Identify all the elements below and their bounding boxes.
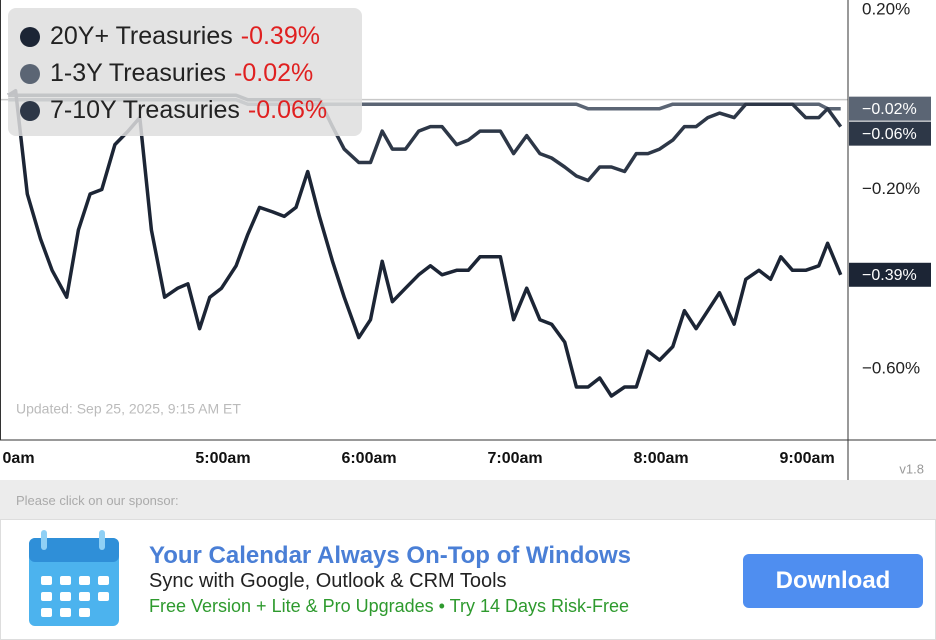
end-label: −0.39% bbox=[862, 267, 917, 284]
legend-dot bbox=[20, 64, 40, 84]
x-tick-label: 9:00am bbox=[780, 450, 835, 467]
end-label: −0.02% bbox=[862, 101, 917, 118]
x-tick-label: 7:00am bbox=[487, 450, 542, 467]
legend-dot bbox=[20, 27, 40, 47]
legend-name: 20Y+ Treasuries bbox=[50, 22, 233, 50]
legend-change: -0.39% bbox=[241, 22, 320, 50]
ad-line: Sync with Google, Outlook & CRM Tools bbox=[149, 570, 507, 592]
legend-change: -0.06% bbox=[248, 96, 327, 124]
legend-box bbox=[8, 8, 362, 136]
calendar-icon bbox=[29, 530, 119, 626]
y-tick-label: −0.60% bbox=[862, 359, 920, 378]
legend: 20Y+ Treasuries -0.39% 1-3Y Treasuries -0.0… bbox=[8, 8, 362, 136]
legend-name: 1-3Y Treasuries bbox=[50, 59, 226, 87]
ad-title[interactable]: Your Calendar Always On-Top of Windows bbox=[149, 542, 632, 569]
x-tick-label: 6:00am bbox=[341, 450, 396, 467]
end-label-bg bbox=[849, 262, 931, 287]
sponsor-ad[interactable]: Your Calendar Always On-Top of Windows S… bbox=[0, 519, 936, 640]
version: v1.8 bbox=[899, 461, 924, 476]
legend-entry: 20Y+ Treasuries -0.39% bbox=[50, 22, 320, 50]
end-label-bg bbox=[849, 96, 931, 121]
end-label: −0.06% bbox=[862, 126, 917, 143]
sponsor-prompt: Please click on our sponsor: bbox=[16, 493, 179, 508]
legend-name: 7-10Y Treasuries bbox=[50, 96, 240, 124]
chart: Updated: Sep 25, 2025, 9:15 AM ET v1.8 2… bbox=[0, 0, 936, 480]
y-tick-label: −0.20% bbox=[862, 179, 920, 198]
legend-dot bbox=[20, 101, 40, 121]
ad-line: Free Version + Lite & Pro Upgrades • Try… bbox=[149, 596, 629, 616]
download-button[interactable]: Download bbox=[743, 554, 923, 608]
series-line bbox=[7, 88, 843, 398]
y-tick-label: 0.20% bbox=[862, 0, 910, 18]
x-tick-label: 0am bbox=[3, 450, 35, 467]
legend-entry: 1-3Y Treasuries -0.02% bbox=[50, 59, 313, 87]
legend-change: -0.02% bbox=[234, 59, 313, 87]
x-tick-label: 5:00am bbox=[195, 450, 250, 467]
x-tick-label: 8:00am bbox=[634, 450, 689, 467]
legend-entry: 7-10Y Treasuries -0.06% bbox=[50, 96, 327, 124]
end-label-bg bbox=[849, 121, 931, 146]
updated-note: Updated: Sep 25, 2025, 9:15 AM ET bbox=[16, 401, 241, 417]
